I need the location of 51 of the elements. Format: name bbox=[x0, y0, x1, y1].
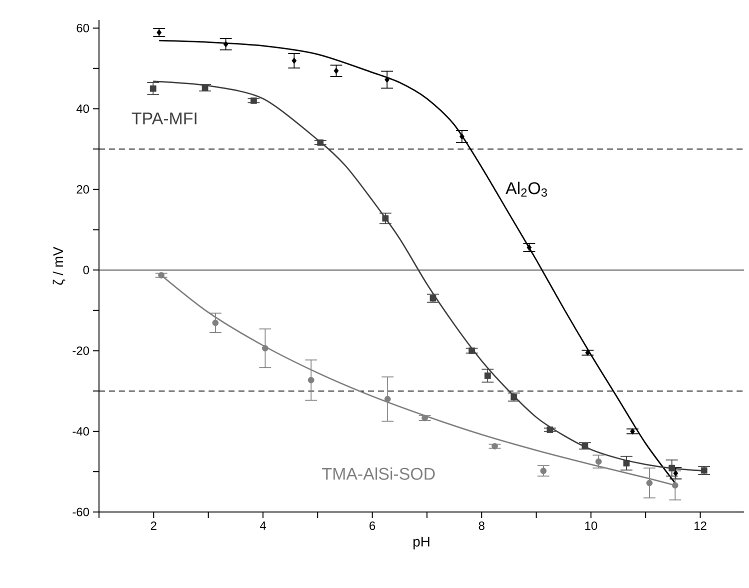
point bbox=[158, 272, 164, 278]
point bbox=[202, 84, 208, 91]
x-tick-label: 4 bbox=[260, 522, 266, 530]
point bbox=[510, 394, 518, 400]
point bbox=[460, 133, 464, 140]
y-tick-label: 60 bbox=[76, 24, 90, 32]
point bbox=[308, 376, 314, 384]
point bbox=[668, 464, 676, 472]
text: Al$_{2}$O$_{3}$ bbox=[506, 182, 547, 197]
point bbox=[492, 443, 498, 450]
point bbox=[595, 458, 602, 465]
y-tick-label: -20 bbox=[72, 346, 90, 355]
point bbox=[262, 345, 268, 352]
y-tick-label: 20 bbox=[76, 185, 90, 194]
x-axis-title: pH bbox=[413, 536, 430, 550]
point bbox=[673, 470, 678, 476]
point bbox=[468, 348, 475, 354]
y-tick-label: -60 bbox=[72, 508, 90, 516]
point bbox=[630, 428, 635, 435]
text: TMA-AlSi-SOD bbox=[322, 467, 435, 480]
point bbox=[334, 68, 339, 74]
point bbox=[212, 320, 219, 326]
point bbox=[646, 480, 653, 486]
point bbox=[672, 482, 678, 489]
x-tick-label: 8 bbox=[478, 522, 484, 530]
point bbox=[623, 460, 630, 466]
point bbox=[317, 139, 324, 146]
point bbox=[384, 76, 390, 83]
x-tick-label: 6 bbox=[370, 522, 376, 530]
point bbox=[546, 426, 554, 433]
x-tick-label: 12 bbox=[694, 522, 706, 530]
point bbox=[292, 58, 297, 64]
y-tick-label: 0 bbox=[83, 266, 90, 274]
x-tick-label: 2 bbox=[150, 522, 156, 530]
point bbox=[223, 41, 228, 48]
point bbox=[430, 295, 436, 302]
y-axis-title: ζ / mV bbox=[52, 246, 66, 285]
point bbox=[422, 414, 428, 422]
x-tick-label: 10 bbox=[585, 522, 598, 530]
point bbox=[540, 468, 547, 474]
y-tick-label: 40 bbox=[76, 104, 90, 113]
point bbox=[384, 396, 391, 402]
y-tick-label: -40 bbox=[72, 427, 90, 436]
point bbox=[156, 29, 162, 36]
point bbox=[484, 372, 491, 379]
series-label: TPA-MFI bbox=[132, 112, 196, 124]
point bbox=[250, 97, 257, 104]
point bbox=[582, 442, 588, 450]
point bbox=[526, 244, 532, 251]
point bbox=[150, 85, 156, 92]
point bbox=[382, 215, 389, 222]
